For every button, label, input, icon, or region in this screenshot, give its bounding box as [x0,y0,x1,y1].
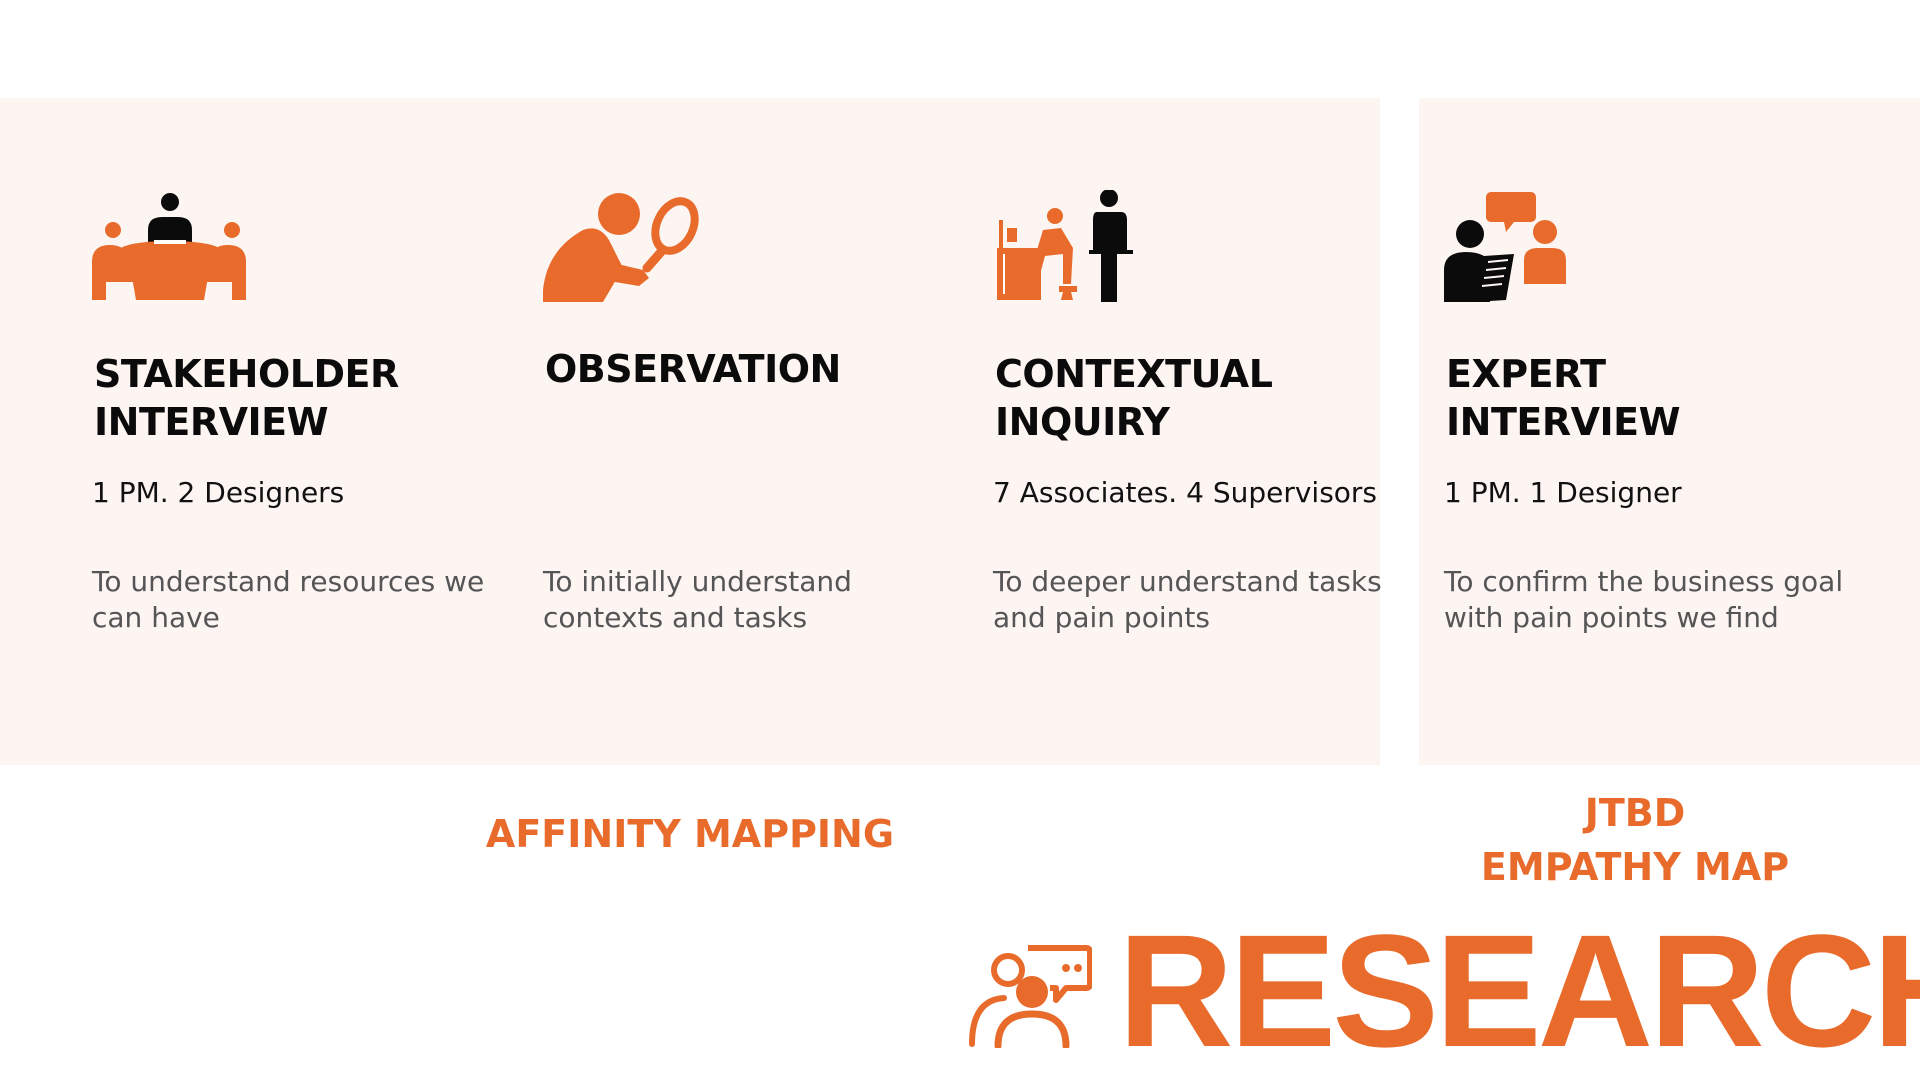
section-title: RESEARCH [1118,901,1920,1080]
meeting-table-icon [92,190,262,310]
card-title: CONTEXTUAL INQUIRY [995,352,1273,444]
jtbd-label: JTBD [1584,791,1686,835]
card-title: OBSERVATION [545,347,841,391]
card-description: To confirm the business goal with pain p… [1444,565,1844,634]
card-title: STAKEHOLDER INTERVIEW [94,352,399,444]
magnifier-person-icon [543,190,713,310]
desk-worker-supervisor-icon [993,190,1163,310]
card-description: To deeper understand tasks and pain poin… [993,565,1382,634]
card-description: To understand resources we can have [92,565,485,634]
empathy-map-label: EMPATHY MAP [1480,845,1790,889]
interview-chat-icon [1444,190,1614,310]
jtbd-empathy-map-label: JTBD EMPATHY MAP [1430,786,1840,894]
card-team: 7 Associates. 4 Supervisors [993,476,1378,509]
card-description: To initially understand contexts and tas… [543,565,852,634]
research-users-chat-icon [968,944,1092,1048]
card-team: 1 PM. 1 Designer [1444,476,1682,509]
card-title: EXPERT INTERVIEW [1446,352,1681,444]
card-team: 1 PM. 2 Designers [92,476,345,509]
affinity-mapping-label: AFFINITY MAPPING [485,812,895,856]
